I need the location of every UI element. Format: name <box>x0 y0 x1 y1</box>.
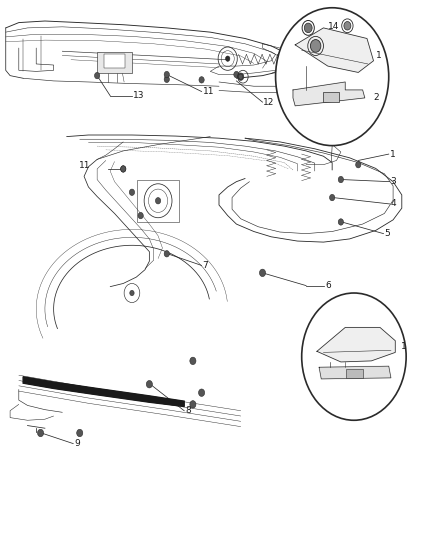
Circle shape <box>344 21 351 30</box>
Circle shape <box>226 56 230 61</box>
Bar <box>137 180 179 222</box>
Circle shape <box>138 213 143 219</box>
Circle shape <box>302 293 406 420</box>
Text: 2: 2 <box>373 93 379 102</box>
Circle shape <box>338 176 343 183</box>
Circle shape <box>238 73 244 80</box>
Circle shape <box>190 401 196 408</box>
Text: 4: 4 <box>391 199 396 208</box>
Polygon shape <box>23 377 184 407</box>
Text: 11: 11 <box>79 161 91 170</box>
Text: 13: 13 <box>133 91 145 100</box>
Bar <box>104 54 125 68</box>
Circle shape <box>199 77 204 83</box>
Text: 8: 8 <box>185 406 191 415</box>
Circle shape <box>130 290 134 296</box>
Circle shape <box>129 189 134 196</box>
Circle shape <box>38 429 44 437</box>
Circle shape <box>120 166 126 172</box>
Bar <box>97 52 132 73</box>
Circle shape <box>146 381 152 388</box>
Text: 7: 7 <box>202 261 208 270</box>
Circle shape <box>338 219 343 225</box>
Circle shape <box>329 195 335 201</box>
Circle shape <box>77 429 83 437</box>
Circle shape <box>304 23 312 33</box>
Circle shape <box>259 269 265 277</box>
Polygon shape <box>317 327 395 362</box>
Text: 3: 3 <box>391 177 396 186</box>
Circle shape <box>155 198 161 204</box>
Circle shape <box>164 251 170 257</box>
Circle shape <box>120 166 126 172</box>
Circle shape <box>164 71 170 78</box>
Circle shape <box>276 8 389 146</box>
Text: 12: 12 <box>263 98 275 107</box>
Polygon shape <box>293 82 365 106</box>
Circle shape <box>95 72 100 79</box>
Text: 1: 1 <box>390 150 396 159</box>
Bar <box>323 92 339 102</box>
Circle shape <box>190 357 196 365</box>
Polygon shape <box>319 366 391 379</box>
Circle shape <box>311 39 321 52</box>
Polygon shape <box>295 28 374 72</box>
Circle shape <box>234 71 239 78</box>
Text: 11: 11 <box>202 87 214 96</box>
Text: 1: 1 <box>376 51 381 60</box>
Bar <box>346 369 364 378</box>
Text: 5: 5 <box>385 229 390 238</box>
Text: 9: 9 <box>74 439 80 448</box>
Text: 1: 1 <box>401 342 406 351</box>
Text: 6: 6 <box>325 281 331 290</box>
Circle shape <box>239 74 243 79</box>
Circle shape <box>198 389 205 397</box>
Text: 14: 14 <box>328 22 339 31</box>
Circle shape <box>164 76 170 83</box>
Circle shape <box>356 161 361 168</box>
